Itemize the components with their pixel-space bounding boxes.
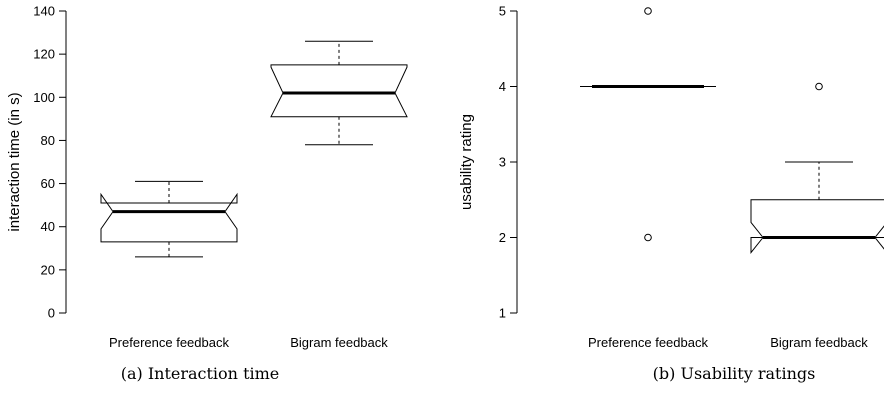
y-tick-label: 4 [499, 79, 506, 94]
y-tick-label: 140 [33, 4, 55, 19]
x-category-label: Preference feedback [109, 335, 229, 350]
caption: (a) Interaction time [121, 364, 280, 383]
outlier-point [815, 82, 823, 91]
y-tick-label: 100 [33, 90, 55, 105]
box-body [750, 199, 884, 255]
panel-usability-ratings: usability rating (b) Usability ratings 1… [458, 4, 884, 383]
box-body [270, 64, 408, 118]
y-tick-label: 2 [499, 230, 506, 245]
y-tick-label: 1 [499, 306, 506, 321]
box-2 [750, 82, 884, 255]
x-category-label: Preference feedback [588, 335, 708, 350]
x-category-label: Bigram feedback [290, 335, 388, 350]
y-tick-label: 0 [48, 306, 55, 321]
y-axis-label: interaction time (in s) [6, 92, 23, 231]
box-1 [580, 7, 716, 242]
y-tick-label: 3 [499, 155, 506, 170]
box-1 [100, 180, 238, 258]
y-tick-label: 120 [33, 47, 55, 62]
caption: (b) Usability ratings [653, 364, 816, 383]
y-tick-label: 80 [41, 133, 55, 148]
outlier-point [644, 7, 652, 15]
panel-interaction-time: interaction time (in s) (a) Interaction … [6, 4, 408, 383]
y-axis-label: usability rating [458, 114, 475, 210]
outlier-point [644, 233, 652, 242]
y-tick-label: 40 [41, 219, 55, 234]
y-tick-label: 20 [41, 262, 55, 277]
box-2 [270, 40, 408, 146]
y-tick-label: 60 [41, 176, 55, 191]
box-body [100, 192, 238, 243]
y-tick-label: 5 [499, 4, 506, 19]
x-category-label: Bigram feedback [770, 335, 868, 350]
